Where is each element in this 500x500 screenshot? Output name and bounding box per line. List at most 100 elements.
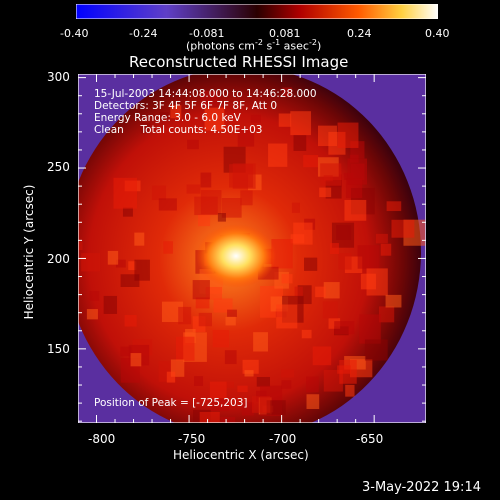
- texture-cell: [271, 239, 293, 269]
- texture-cell: [192, 280, 210, 300]
- texture-cell: [194, 376, 204, 387]
- chart-title: Reconstructed RHESSI Image: [129, 53, 349, 71]
- texture-cell: [306, 376, 319, 393]
- texture-cell: [198, 312, 213, 327]
- texture-cell: [221, 198, 242, 218]
- texture-cell: [338, 253, 352, 270]
- texture-cell: [140, 122, 151, 134]
- texture-cell: [158, 198, 177, 211]
- texture-cell: [281, 274, 293, 284]
- texture-cell: [107, 250, 119, 265]
- texture-cell: [170, 105, 182, 119]
- colorbar-tick: 0.40: [425, 27, 450, 40]
- texture-cell: [278, 113, 292, 127]
- y-tick-label: 300: [47, 70, 70, 84]
- texture-cell: [115, 259, 126, 268]
- texture-cell: [375, 233, 388, 244]
- texture-cell: [330, 243, 339, 255]
- texture-cell: [281, 369, 295, 378]
- texture-cell: [344, 199, 367, 221]
- texture-cell: [241, 402, 254, 416]
- y-axis-label: Heliocentric Y (arcsec): [22, 184, 36, 320]
- annotation-peak: Position of Peak = [-725,203]: [94, 397, 248, 409]
- texture-cell: [391, 219, 415, 238]
- texture-cell: [198, 214, 211, 227]
- peak-source: [196, 224, 276, 288]
- texture-cell: [380, 243, 392, 256]
- texture-cell: [252, 396, 271, 413]
- texture-cell: [293, 135, 307, 151]
- y-tick-label: 150: [47, 342, 70, 356]
- texture-cell: [81, 253, 101, 272]
- texture-cell: [187, 139, 199, 150]
- texture-cell: [195, 297, 210, 309]
- texture-cell: [225, 381, 234, 388]
- texture-cell: [386, 201, 402, 212]
- texture-cell: [306, 394, 320, 409]
- texture-cell: [134, 259, 150, 281]
- texture-cell: [317, 125, 337, 147]
- x-tick-label: -750: [178, 432, 206, 446]
- texture-cell: [319, 187, 332, 198]
- texture-cell: [224, 350, 237, 365]
- texture-cell: [294, 286, 303, 297]
- texture-cell: [253, 332, 268, 352]
- texture-cell: [385, 294, 402, 308]
- texture-cell: [204, 107, 225, 131]
- texture-cell: [303, 155, 319, 168]
- texture-cell: [186, 184, 201, 194]
- texture-cell: [163, 241, 173, 254]
- texture-cell: [86, 309, 98, 320]
- texture-cell: [103, 295, 118, 314]
- texture-cell: [360, 273, 376, 290]
- texture-cell: [378, 306, 395, 323]
- annotation-time: 15-Jul-2003 14:44:08.000 to 14:46:28.000: [94, 88, 317, 100]
- texture-cell: [166, 371, 176, 383]
- colorbar-tick: -0.24: [129, 27, 158, 40]
- texture-cell: [220, 417, 236, 423]
- y-tick-label: 200: [47, 252, 70, 266]
- texture-cell: [122, 207, 133, 217]
- texture-cell: [212, 330, 230, 348]
- texture-cell: [291, 202, 300, 213]
- x-tick-label: -800: [88, 432, 116, 446]
- texture-cell: [159, 112, 169, 120]
- texture-cell: [276, 304, 298, 329]
- x-tick-label: -650: [356, 432, 384, 446]
- texture-cell: [124, 315, 137, 327]
- texture-cell: [120, 346, 132, 357]
- texture-cell: [213, 298, 233, 313]
- texture-cell: [210, 398, 230, 412]
- texture-cell: [217, 213, 226, 222]
- texture-cell: [281, 380, 292, 389]
- texture-cell: [240, 190, 253, 206]
- texture-cell: [89, 290, 100, 301]
- axis-ticks: [78, 74, 426, 423]
- heatmap-plot: [78, 74, 426, 423]
- texture-cell: [301, 329, 312, 339]
- texture-cell: [200, 172, 212, 188]
- footer-date: 3-May-2022 19:14: [362, 480, 481, 495]
- texture-cell: [334, 321, 355, 335]
- texture-cell: [337, 122, 359, 148]
- texture-cell: [227, 309, 237, 317]
- texture-cell: [364, 339, 388, 361]
- texture-cell: [244, 370, 254, 377]
- texture-cell: [315, 286, 326, 298]
- texture-cell: [359, 314, 381, 344]
- texture-cell: [320, 163, 342, 186]
- texture-cell: [322, 301, 338, 319]
- texture-cell: [200, 90, 219, 107]
- texture-blobs: [78, 87, 426, 423]
- annotation-energy: Energy Range: 3.0 - 6.0 keV: [94, 112, 241, 124]
- texture-cell: [312, 346, 332, 366]
- texture-cell: [250, 114, 261, 123]
- texture-cell: [178, 306, 192, 325]
- texture-cell: [209, 381, 227, 399]
- texture-cell: [266, 400, 286, 415]
- x-tick-label: -700: [269, 432, 297, 446]
- texture-cell: [175, 336, 195, 361]
- x-axis-label: Heliocentric X (arcsec): [173, 448, 309, 462]
- texture-cell: [256, 376, 271, 387]
- texture-cell: [78, 242, 83, 251]
